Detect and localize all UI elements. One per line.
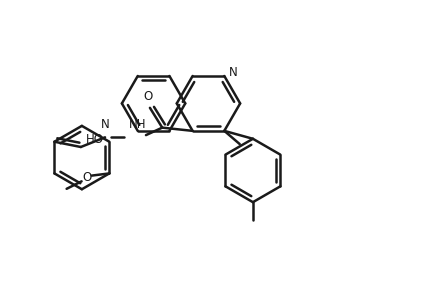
Text: O: O xyxy=(82,171,92,184)
Text: N: N xyxy=(101,118,109,131)
Text: NH: NH xyxy=(129,118,147,131)
Text: O: O xyxy=(143,91,152,103)
Text: HO: HO xyxy=(86,133,104,146)
Text: N: N xyxy=(229,66,237,79)
